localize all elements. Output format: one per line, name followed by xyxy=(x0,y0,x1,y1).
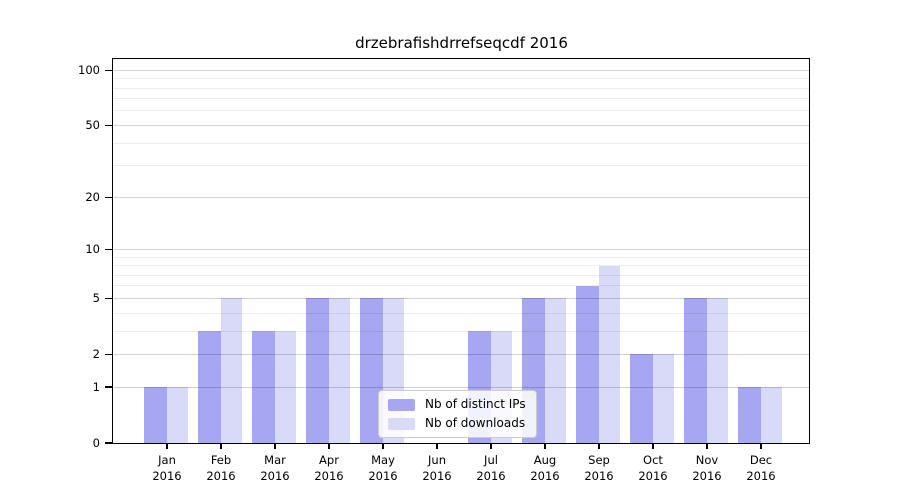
y-tick xyxy=(105,196,112,198)
y-tick-label: 100 xyxy=(78,63,100,78)
bar-downloads xyxy=(275,331,296,443)
y-tick-label: 1 xyxy=(92,380,100,394)
chart-title: drzebrafishdrrefseqcdf 2016 xyxy=(355,34,568,52)
x-tick xyxy=(760,443,762,449)
x-tick xyxy=(598,443,600,449)
legend-swatch-downloads xyxy=(388,417,415,430)
x-tick-label: Mar 2016 xyxy=(260,453,290,483)
bar-downloads xyxy=(653,354,674,443)
x-tick-label: Dec 2016 xyxy=(746,453,776,483)
legend-entry: Nb of downloads xyxy=(388,416,526,431)
y-tick-label: 10 xyxy=(85,242,100,257)
x-tick xyxy=(706,443,708,449)
bar-downloads xyxy=(329,298,350,443)
x-tick-label: Apr 2016 xyxy=(314,453,344,483)
x-tick xyxy=(220,443,222,449)
y-tick xyxy=(105,124,112,126)
legend-label: Nb of downloads xyxy=(425,416,526,430)
y-tick xyxy=(105,442,112,444)
y-tick-label: 2 xyxy=(92,347,100,362)
legend-entry: Nb of distinct IPs xyxy=(388,397,526,412)
bar-downloads xyxy=(167,387,188,443)
legend-label: Nb of distinct IPs xyxy=(425,397,526,411)
bar-distinct-ips xyxy=(198,331,221,443)
x-tick xyxy=(436,443,438,449)
x-tick-label: Oct 2016 xyxy=(638,453,668,483)
bar-distinct-ips xyxy=(144,387,167,443)
y-tick-label: 5 xyxy=(92,291,100,306)
x-tick xyxy=(166,443,168,449)
y-tick-label: 20 xyxy=(85,190,100,205)
x-tick-label: Nov 2016 xyxy=(692,453,722,483)
x-tick xyxy=(382,443,384,449)
x-tick xyxy=(544,443,546,449)
bars-layer xyxy=(113,59,809,443)
bar-distinct-ips xyxy=(360,298,383,443)
x-tick xyxy=(328,443,330,449)
bar-distinct-ips xyxy=(252,331,275,443)
bar-distinct-ips xyxy=(630,354,653,443)
x-tick xyxy=(274,443,276,449)
y-tick-label: 50 xyxy=(85,118,100,133)
x-tick-label: Jul 2016 xyxy=(476,453,506,483)
x-tick xyxy=(652,443,654,449)
y-tick-label: 0 xyxy=(92,436,100,450)
bar-downloads xyxy=(221,298,242,443)
y-tick xyxy=(105,248,112,250)
y-tick xyxy=(105,353,112,355)
bar-downloads xyxy=(761,387,782,443)
legend-swatch-distinct-ips xyxy=(388,398,415,411)
x-tick xyxy=(490,443,492,449)
bar-distinct-ips xyxy=(576,285,599,443)
x-tick-label: Aug 2016 xyxy=(530,453,560,483)
x-tick-label: Sep 2016 xyxy=(584,453,614,483)
legend: Nb of distinct IPs Nb of downloads xyxy=(378,390,537,438)
x-tick-label: Feb 2016 xyxy=(206,453,236,483)
bar-downloads xyxy=(599,265,620,443)
bar-distinct-ips xyxy=(684,298,707,443)
bar-downloads xyxy=(545,298,566,443)
y-tick xyxy=(105,297,112,299)
x-tick-label: Jan 2016 xyxy=(152,453,182,483)
x-tick-label: May 2016 xyxy=(368,453,398,483)
y-tick xyxy=(105,69,112,71)
bar-distinct-ips xyxy=(306,298,329,443)
bar-downloads xyxy=(707,298,728,443)
y-tick xyxy=(105,386,112,388)
x-tick-label: Jun 2016 xyxy=(422,453,452,483)
bar-distinct-ips xyxy=(738,387,761,443)
plot-area: Nb of distinct IPs Nb of downloads xyxy=(112,58,810,444)
